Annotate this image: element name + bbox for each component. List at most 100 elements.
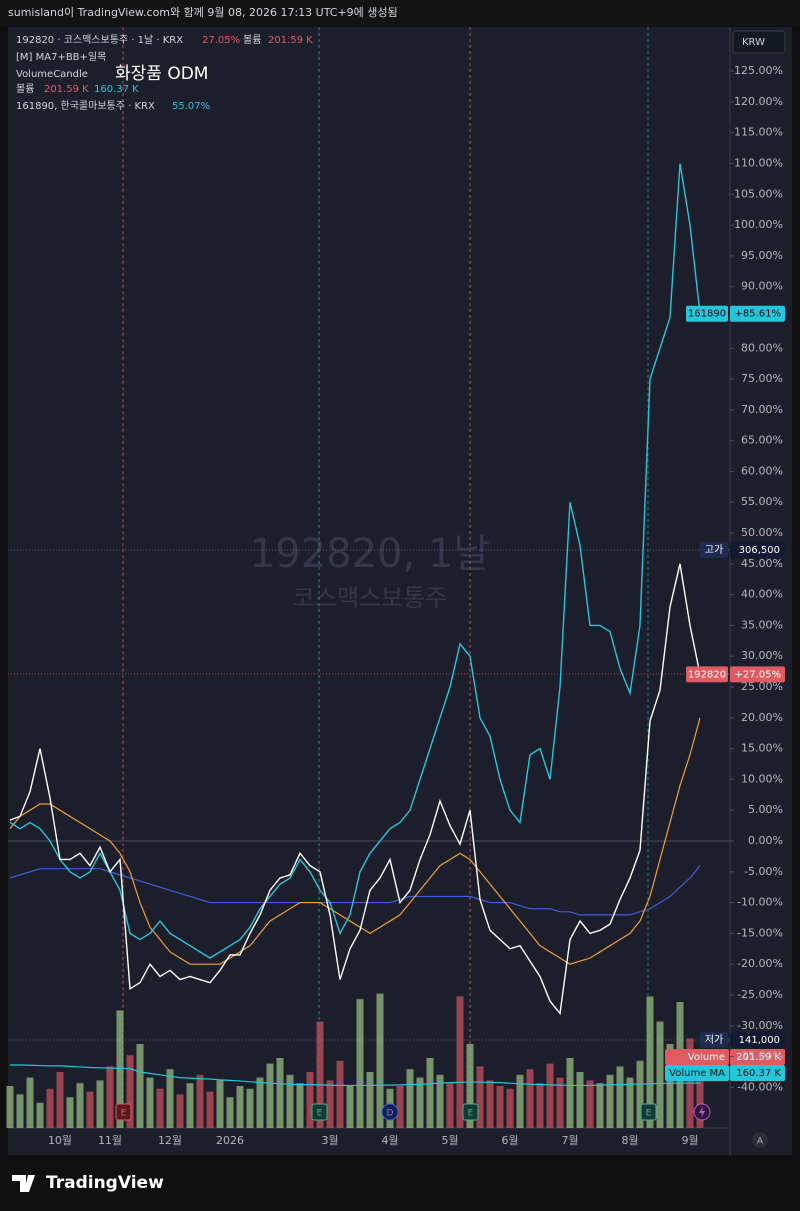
created-note: sumisland이 TradingView.com와 함께 9월 08, 20… [8, 6, 398, 19]
volume-bar [436, 1074, 444, 1128]
volume-bar [86, 1091, 94, 1128]
volume-bar [186, 1083, 194, 1128]
currency-button[interactable] [732, 30, 786, 54]
volume-bar [166, 1069, 174, 1128]
y-tick-label: 30.00% [741, 649, 783, 662]
y-tick-label: -35.00% [737, 1050, 783, 1063]
event-label: E [121, 1109, 127, 1119]
volume-bar [696, 1071, 704, 1128]
volume-bar [156, 1088, 164, 1128]
x-tick-label: 4월 [381, 1134, 398, 1147]
event-label: E [317, 1109, 323, 1119]
volume-bar [426, 1058, 434, 1128]
watermark-name: 코스맥스보통주 [293, 584, 448, 612]
legend-vol-ma: 160.37 K [94, 84, 139, 95]
y-tick-label: -25.00% [737, 988, 783, 1001]
event-marker[interactable] [640, 1103, 657, 1121]
volume-bar [636, 1060, 644, 1128]
x-tick-label: 10월 [48, 1134, 72, 1147]
x-tick-label: 5월 [441, 1134, 458, 1147]
y-tick-label: 5.00% [748, 803, 783, 816]
volume-bar [146, 1077, 154, 1128]
legend-volume-candle: VolumeCandle [16, 69, 88, 80]
volume-bar [396, 1086, 404, 1128]
last-name-badge [686, 305, 728, 322]
y-tick-label: 110.00% [734, 156, 783, 169]
event-label: E [646, 1109, 652, 1119]
y-tick-label: 60.00% [741, 464, 783, 477]
y-tick-label: 80.00% [741, 341, 783, 354]
event-label: E [468, 1109, 474, 1119]
volume-bar [116, 1010, 124, 1128]
top-bar [0, 0, 800, 26]
y-tick-label: 15.00% [741, 742, 783, 755]
volume-bar [306, 1072, 314, 1128]
volume-bar [6, 1086, 14, 1128]
last-value-badge [730, 666, 785, 683]
volume-bar [46, 1088, 54, 1128]
volume-bar [66, 1097, 74, 1128]
volume-badge-name: Volume MA [669, 1068, 725, 1079]
legend-vol-value: 201.59 K [44, 84, 89, 95]
legend-volume: 201.59 K [268, 35, 313, 46]
x-tick-label: 3월 [321, 1134, 338, 1147]
volume-bar [506, 1088, 514, 1128]
volume-bar [646, 996, 654, 1128]
volume-bar [326, 1080, 334, 1128]
volume-bar [286, 1074, 294, 1128]
event-marker[interactable] [381, 1103, 399, 1121]
low-badge [700, 1032, 728, 1048]
volume-bar [586, 1080, 594, 1128]
series-line [9, 717, 701, 965]
y-tick-label: -10.00% [737, 896, 783, 909]
event-marker[interactable] [115, 1103, 132, 1121]
volume-bar [256, 1077, 264, 1128]
event-marker[interactable] [311, 1103, 328, 1121]
auto-button[interactable] [752, 1132, 768, 1148]
volume-bar [556, 1077, 564, 1128]
last-value-badge [730, 305, 785, 322]
watermark-symbol: 192820, 1날 [250, 531, 490, 577]
legend-indicator: [M] MA7+BB+일목 [16, 51, 106, 63]
volume-bar [466, 1044, 474, 1128]
volume-bar [486, 1080, 494, 1128]
y-tick-label: 0.00% [748, 834, 783, 847]
volume-badge-value: 160.37 K [736, 1068, 781, 1079]
y-tick-label: 55.00% [741, 495, 783, 508]
volume-badge [730, 1049, 785, 1065]
volume-bar [566, 1058, 574, 1128]
high-badge [730, 542, 785, 558]
volume-bar [666, 1044, 674, 1128]
volume-bar [626, 1077, 634, 1128]
series-line [9, 865, 701, 916]
chart-background [8, 27, 792, 1155]
x-tick-label: 9월 [681, 1134, 698, 1147]
volume-bar [356, 999, 364, 1128]
volume-bar [526, 1069, 534, 1128]
y-tick-label: 10.00% [741, 772, 783, 785]
volume-bar [56, 1072, 64, 1128]
y-tick-label: 20.00% [741, 711, 783, 724]
volume-bar [516, 1074, 524, 1128]
volume-bar [276, 1058, 284, 1128]
event-marker[interactable] [462, 1103, 479, 1121]
volume-bar [546, 1063, 554, 1128]
volume-bar [96, 1080, 104, 1128]
high-value: 306,500 [739, 545, 780, 556]
volume-badge [665, 1065, 729, 1081]
series-line [9, 163, 701, 959]
y-tick-label: 115.00% [734, 126, 783, 139]
volume-badge [665, 1049, 729, 1065]
volume-badge-name: Volume [688, 1052, 725, 1063]
volume-bar [236, 1086, 244, 1128]
y-tick-label: 70.00% [741, 403, 783, 416]
volume-bar [136, 1044, 144, 1128]
volume-bar [26, 1077, 34, 1128]
volume-bar [476, 1066, 484, 1128]
volume-bar [616, 1066, 624, 1128]
last-name: 192820 [688, 669, 726, 680]
volume-bar [226, 1097, 234, 1128]
volume-bar [606, 1074, 614, 1128]
high-badge [700, 542, 728, 558]
